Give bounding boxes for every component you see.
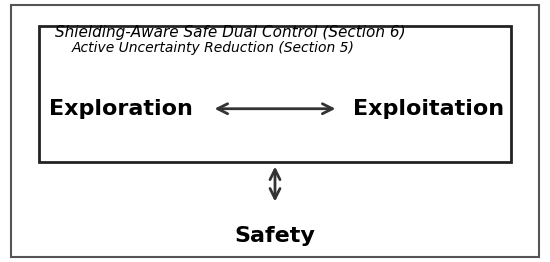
- Text: Safety: Safety: [234, 226, 316, 246]
- Text: Active Uncertainty Reduction (Section 5): Active Uncertainty Reduction (Section 5): [72, 41, 354, 56]
- Text: Exploration: Exploration: [49, 99, 193, 119]
- FancyBboxPatch shape: [11, 5, 539, 257]
- Text: Exploitation: Exploitation: [354, 99, 504, 119]
- FancyBboxPatch shape: [39, 26, 512, 162]
- Text: Shielding-Aware Safe Dual Control (Section 6): Shielding-Aware Safe Dual Control (Secti…: [55, 25, 406, 40]
